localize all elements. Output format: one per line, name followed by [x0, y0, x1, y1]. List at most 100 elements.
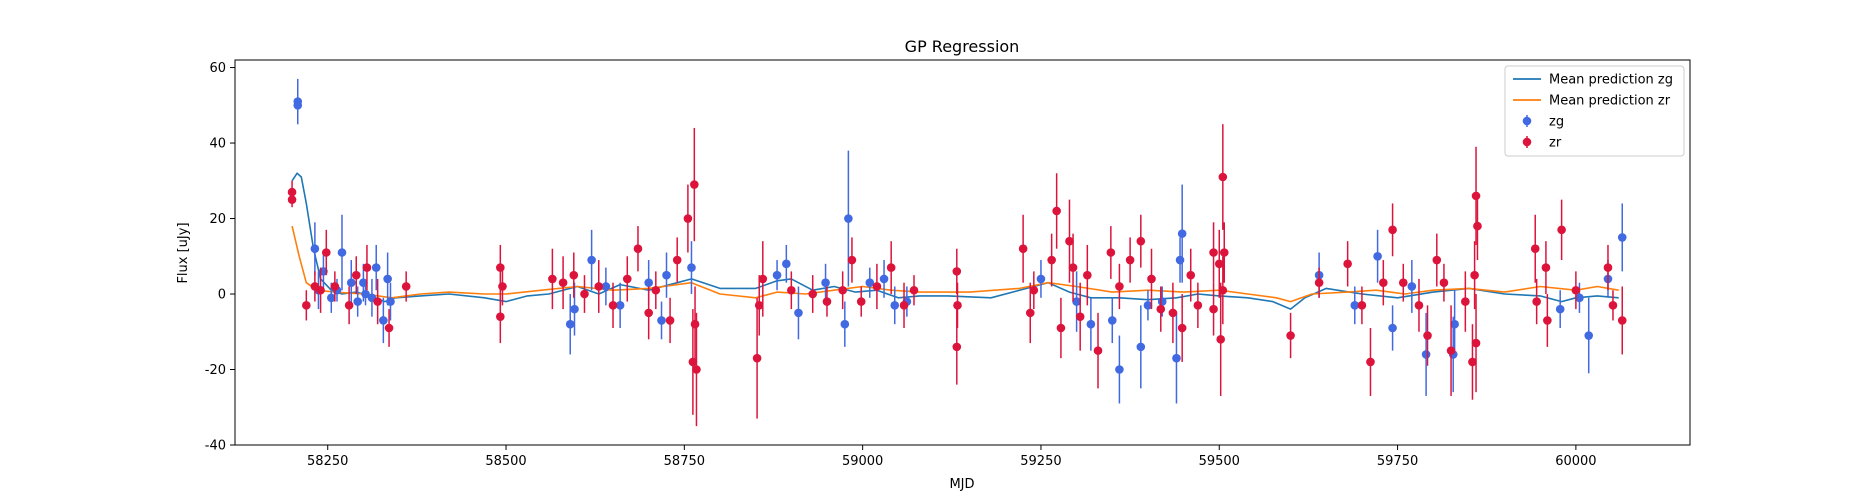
point-zr	[651, 271, 661, 310]
x-axis-ticks: 58250 58500 58750 59000 59250 59500 59750 60000	[307, 445, 1597, 469]
x-tick-label: 58250	[307, 454, 348, 469]
point-zr	[633, 226, 643, 272]
point-zg	[1072, 271, 1081, 332]
point-zr	[1068, 233, 1078, 302]
marker	[1379, 278, 1388, 287]
line-mean-prediction-zr	[291, 225, 1619, 303]
point-zg	[361, 282, 370, 306]
marker	[321, 248, 331, 257]
point-zr	[351, 256, 361, 295]
marker	[1461, 297, 1470, 306]
marker	[838, 285, 847, 295]
marker	[1471, 191, 1481, 201]
marker	[1218, 172, 1228, 182]
marker	[879, 274, 889, 284]
marker	[1216, 335, 1225, 344]
marker	[379, 316, 388, 325]
legend-box	[1504, 65, 1685, 157]
point-zg	[293, 86, 303, 125]
point-zr	[1461, 271, 1470, 332]
point-zg	[1388, 305, 1397, 351]
y-tick-label: -20	[205, 363, 226, 378]
marker	[1432, 255, 1442, 265]
marker	[840, 319, 850, 329]
point-zr	[1216, 282, 1225, 396]
marker	[1530, 244, 1540, 254]
marker	[548, 274, 557, 284]
marker	[1473, 221, 1482, 231]
point-zr	[909, 275, 919, 306]
y-tick-label: -40	[205, 439, 226, 454]
point-zr	[1218, 256, 1228, 325]
marker	[353, 297, 362, 306]
point-zr	[1218, 124, 1228, 230]
marker	[401, 282, 411, 291]
point-zg	[1107, 297, 1117, 344]
marker	[565, 319, 575, 329]
point-zr	[754, 275, 764, 336]
point-zr	[384, 309, 394, 347]
point-zr	[1608, 290, 1618, 321]
point-zg	[1086, 297, 1096, 351]
marker	[1470, 270, 1479, 280]
marker	[1186, 270, 1196, 280]
marker	[692, 365, 701, 374]
marker	[687, 263, 696, 272]
marker	[384, 323, 394, 333]
point-zr	[1366, 327, 1375, 396]
marker	[1075, 312, 1085, 321]
marker	[1036, 274, 1046, 284]
marker	[1214, 259, 1224, 269]
marker	[772, 270, 782, 280]
point-zr	[1432, 233, 1442, 287]
marker	[1018, 244, 1028, 254]
marker	[1373, 251, 1382, 261]
marker	[1093, 346, 1103, 355]
point-zg	[1555, 290, 1565, 328]
marker	[856, 297, 866, 306]
point-zr	[1398, 263, 1408, 302]
marker	[1575, 293, 1584, 303]
y-tick-label: 40	[209, 137, 226, 152]
marker	[633, 244, 643, 254]
point-zg	[615, 282, 625, 328]
point-zr	[1052, 173, 1061, 249]
point-zr	[373, 278, 382, 325]
marker	[1366, 357, 1375, 367]
point-zr	[1147, 248, 1156, 310]
point-zr	[1083, 244, 1092, 306]
marker	[1143, 301, 1153, 310]
x-tick-label: 59750	[1377, 454, 1418, 469]
point-zg	[865, 267, 875, 298]
marker	[1532, 297, 1541, 306]
point-zr	[1018, 214, 1028, 283]
point-zr	[1115, 263, 1124, 310]
marker	[608, 301, 618, 310]
point-zg	[890, 286, 900, 325]
marker	[1439, 278, 1449, 287]
marker	[1157, 297, 1167, 306]
point-zg	[565, 294, 575, 355]
marker	[316, 285, 325, 295]
marker	[346, 278, 356, 287]
point-zg	[662, 252, 671, 298]
marker	[569, 270, 579, 280]
marker	[351, 270, 361, 280]
x-tick-label: 59250	[1020, 454, 1061, 469]
chart-title: GP Regression	[905, 37, 1020, 56]
marker	[822, 297, 832, 306]
point-zg	[1036, 260, 1046, 298]
point-zr	[1193, 282, 1203, 328]
point-zg	[1575, 282, 1584, 313]
marker	[622, 274, 632, 284]
point-zr	[752, 297, 762, 419]
marker	[1125, 255, 1135, 265]
marker	[1407, 282, 1417, 291]
point-zg	[794, 286, 803, 340]
marker	[953, 301, 962, 310]
marker	[644, 308, 653, 318]
marker	[601, 282, 611, 291]
legend: Mean prediction zg Mean prediction zr zg zr	[1504, 65, 1685, 157]
marker	[1314, 278, 1324, 287]
legend-label: Mean prediction zg	[1549, 73, 1673, 88]
